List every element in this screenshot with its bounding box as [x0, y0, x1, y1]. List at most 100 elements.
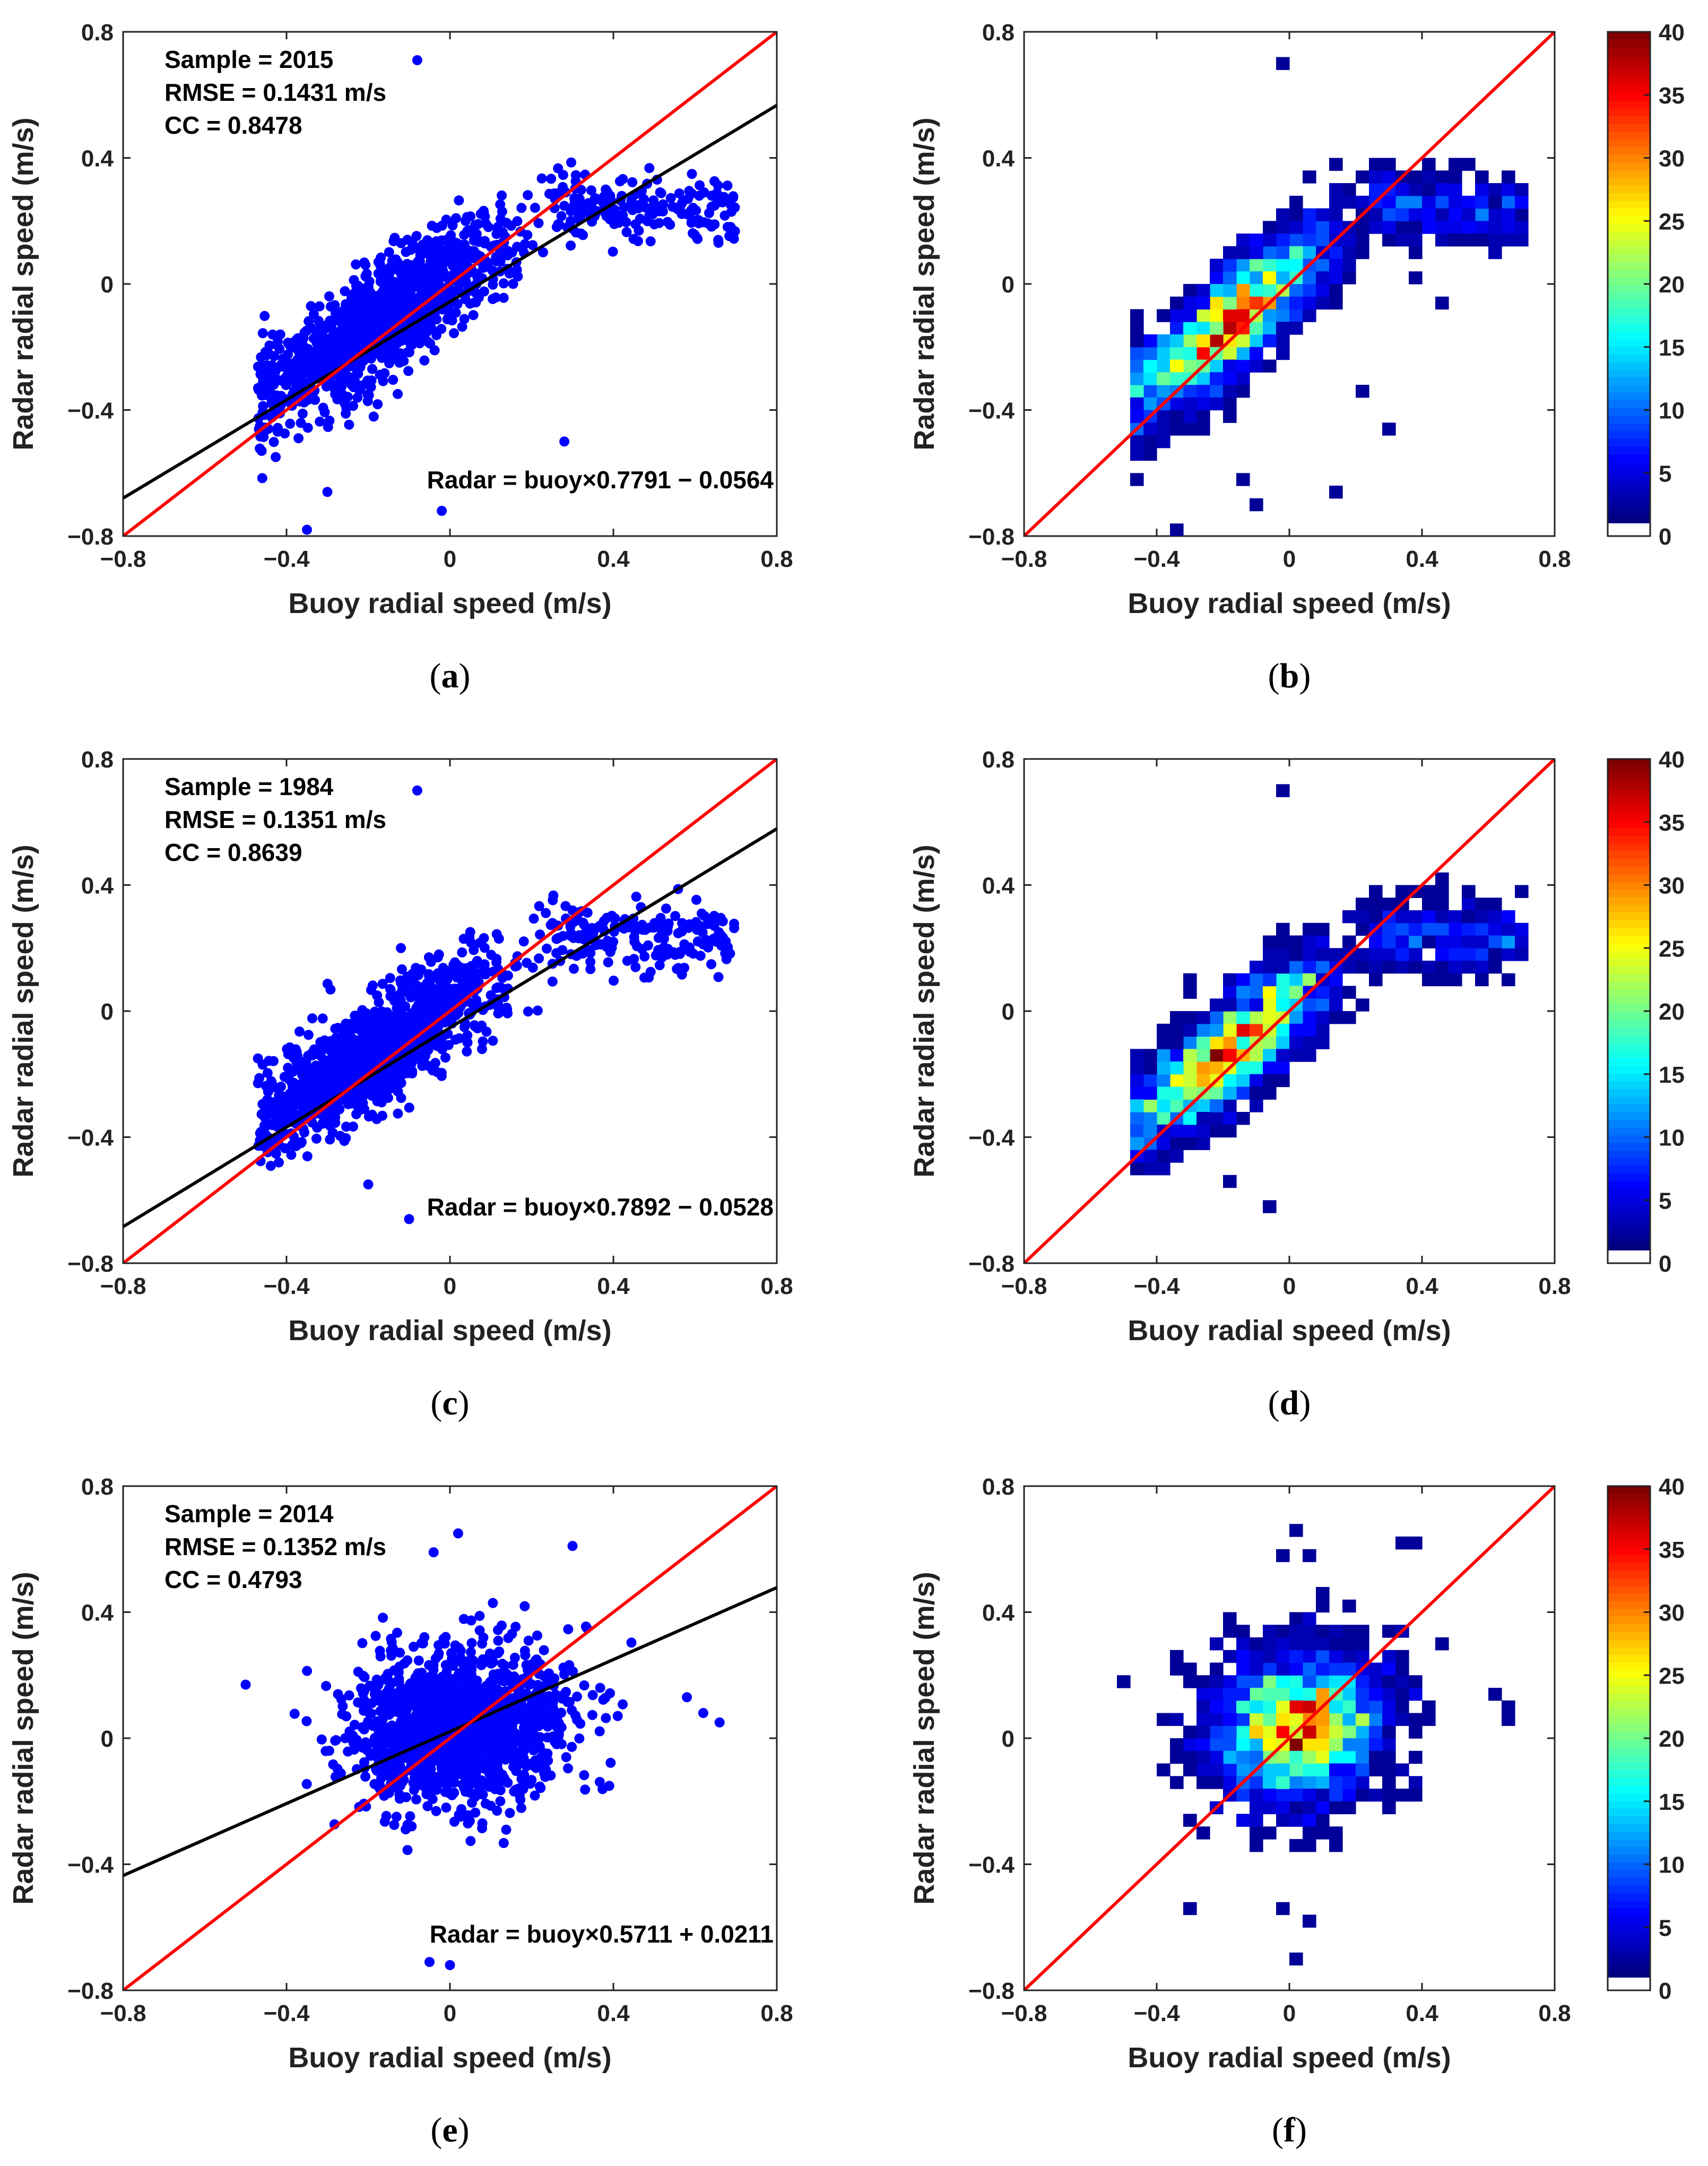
- data-point: [276, 1108, 287, 1118]
- data-point: [461, 969, 472, 980]
- histogram-bin: [1435, 234, 1449, 247]
- data-point: [687, 169, 697, 179]
- colorbar-tick-label: 10: [1659, 398, 1685, 424]
- histogram-bin: [1316, 935, 1330, 948]
- colorbar-segment: [1608, 1035, 1650, 1043]
- data-point: [254, 384, 265, 395]
- data-point: [301, 1716, 312, 1727]
- data-point: [684, 186, 695, 196]
- data-point: [578, 230, 588, 240]
- data-point: [416, 1638, 427, 1649]
- histogram-bin: [1263, 986, 1277, 999]
- histogram-bin: [1130, 372, 1144, 385]
- colorbar-tick-label: 20: [1659, 999, 1685, 1025]
- histogram-bin: [1183, 347, 1197, 360]
- histogram-bin: [1435, 195, 1449, 209]
- data-point: [558, 182, 568, 192]
- data-point: [317, 1089, 327, 1100]
- histogram-bin: [1382, 195, 1396, 209]
- histogram-bin: [1435, 221, 1449, 234]
- data-point: [442, 234, 453, 245]
- data-point: [385, 973, 395, 983]
- data-point: [343, 1746, 353, 1757]
- data-point: [566, 240, 576, 251]
- data-point: [296, 1138, 306, 1149]
- data-point: [635, 213, 645, 224]
- data-point: [376, 298, 387, 308]
- data-point: [444, 970, 454, 980]
- data-point: [488, 1730, 498, 1741]
- histogram-bin: [1475, 948, 1489, 961]
- histogram-bin: [1276, 246, 1290, 260]
- data-point: [372, 399, 383, 410]
- histogram-bin: [1342, 234, 1356, 247]
- data-point: [488, 1598, 498, 1608]
- data-point: [472, 1023, 483, 1033]
- data-point: [341, 1121, 351, 1132]
- data-point: [307, 1013, 317, 1024]
- histogram-bin: [1329, 258, 1343, 272]
- data-point: [359, 1686, 369, 1696]
- data-point: [404, 274, 414, 284]
- histogram-bin: [1488, 195, 1502, 209]
- data-point: [462, 1046, 472, 1057]
- data-point: [706, 959, 716, 970]
- data-point: [594, 921, 605, 931]
- histogram-bin: [1223, 372, 1237, 385]
- data-point: [276, 359, 287, 370]
- histogram-bin: [1488, 183, 1502, 196]
- data-point: [376, 252, 386, 263]
- data-point: [503, 1633, 514, 1643]
- histogram-bin: [1143, 372, 1157, 385]
- data-point: [466, 998, 477, 1008]
- colorbar-segment: [1608, 805, 1650, 813]
- histogram-bin: [1382, 208, 1396, 221]
- histogram-bin: [1157, 435, 1171, 448]
- data-point: [536, 173, 547, 184]
- data-point: [497, 190, 507, 201]
- histogram-bin: [1170, 397, 1184, 411]
- histogram-bin: [1316, 234, 1330, 247]
- data-point: [341, 1133, 351, 1143]
- histogram-bin: [1143, 1099, 1157, 1112]
- data-point: [465, 1836, 476, 1846]
- colorbar-segment: [1608, 331, 1650, 340]
- data-point: [401, 296, 411, 306]
- data-point: [298, 347, 308, 357]
- data-point: [494, 1646, 505, 1657]
- histogram-bin: [1250, 234, 1263, 247]
- data-point: [454, 195, 464, 206]
- data-point: [463, 1818, 473, 1829]
- data-point: [405, 1811, 415, 1822]
- histogram-bin: [1329, 284, 1343, 297]
- colorbar-segment: [1608, 262, 1650, 271]
- data-point: [637, 920, 647, 930]
- data-point: [418, 989, 428, 1000]
- histogram-bin: [1409, 910, 1423, 924]
- histogram-bin: [1210, 1036, 1224, 1049]
- data-point: [408, 331, 418, 342]
- data-point: [547, 976, 558, 987]
- histogram-bin: [1276, 1023, 1290, 1037]
- data-point: [416, 1772, 427, 1782]
- data-point: [548, 895, 558, 905]
- histogram-bin: [1143, 422, 1157, 436]
- data-point: [459, 314, 470, 324]
- data-point: [309, 309, 319, 320]
- colorbar-tick-label: 15: [1659, 335, 1685, 361]
- x-tick-label: −0.4: [264, 1273, 310, 1299]
- histogram-bin: [1276, 998, 1290, 1012]
- data-point: [400, 1001, 411, 1012]
- data-point: [431, 314, 442, 325]
- histogram-bin: [1329, 208, 1343, 221]
- plot-area: [1024, 759, 1555, 1263]
- histogram-bin: [1223, 322, 1237, 335]
- histogram-bin: [1316, 1011, 1330, 1024]
- histogram-bin: [1157, 422, 1171, 436]
- data-point: [353, 368, 363, 379]
- histogram-bin: [1197, 296, 1210, 310]
- histogram-bin: [1515, 183, 1529, 196]
- data-point: [290, 1044, 301, 1055]
- y-tick-label: −0.8: [67, 524, 114, 550]
